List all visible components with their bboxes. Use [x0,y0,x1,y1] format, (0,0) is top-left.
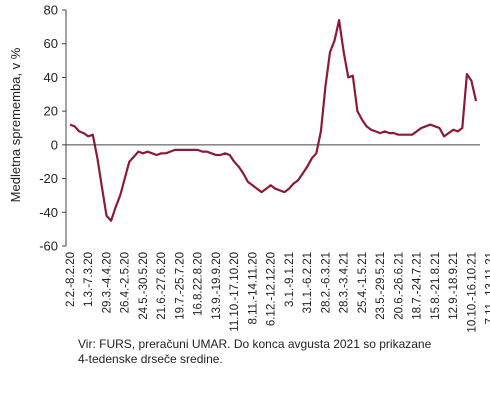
y-tick-label: -60 [39,239,58,254]
y-tick-label: 60 [44,36,58,51]
y-axis: -60 -40 -20 0 20 40 60 80 [39,3,67,254]
x-tick-label: 18.7.-24.7.21 [412,252,424,320]
source-note-line-2: 4-tedenske drseče sredine. [78,352,223,366]
x-tick-label: 26.4.-2.5.20 [120,252,132,313]
y-tick-label: 0 [51,137,58,152]
x-tick-label: 29.3.-4.4.20 [101,252,113,313]
x-tick-label: 7.11.-13.11.21 [485,252,490,324]
x-tick-label: 12.9.-18.9.21 [448,252,460,320]
y-axis-label: Medletna sprememba, v % [8,47,23,202]
x-tick-label: 31.1.-6.2.21 [302,252,314,313]
x-tick-label: 16.8.22.8.20 [193,252,205,316]
x-tick-label: 28.2.-6.3.21 [320,252,332,313]
y-tick-label: -40 [39,205,58,220]
x-tick-label: 23.5.-29.5.21 [375,252,387,320]
x-tick-label: 21.6.-27.6.20 [156,252,168,320]
x-tick-label: 11.10.-17.10.20 [229,252,241,332]
x-tick-label: 2.2.-8.2.20 [65,252,77,307]
source-note: Vir: FURS, preračuni UMAR. Do konca avgu… [78,337,478,367]
x-tick-label: 10.10.-16.10.21 [466,252,478,333]
y-tick-label: 20 [44,104,58,119]
x-tick-label: 25.4.-1.5.21 [357,252,369,313]
y-tick-label: 80 [44,3,58,18]
y-tick-label: -20 [39,171,58,186]
line-chart: Medletna sprememba, v % -60 -40 -20 0 20 40 60… [8,3,490,333]
x-tick-label: 1.3.-7.3.20 [83,252,95,307]
x-tick-label: 15.8.-21.8.21 [430,252,442,320]
x-tick-label: 28.3.-3.4.21 [339,252,351,313]
x-tick-label: 13.9.-19.9.20 [211,252,223,320]
x-tick-label: 19.7.-25.7.20 [174,252,186,320]
x-tick-label: 24.5.-30.5.20 [138,252,150,320]
x-tick-label: 6.12.-12.12.20 [266,252,278,326]
series-line [69,19,478,222]
x-tick-labels: 2.2.-8.2.20 1.3.-7.3.20 29.3.-4.4.20 26.4.-… [65,252,490,333]
y-tick-label: 40 [44,70,58,85]
x-tick-label: 3.1.-9.1.21 [284,252,296,307]
source-note-line-1: Vir: FURS, preračuni UMAR. Do konca avgu… [78,337,432,351]
x-tick-label: 20.6.-26.6.21 [393,252,405,320]
x-tick-label: 8.11.-14.11.20 [247,252,259,324]
